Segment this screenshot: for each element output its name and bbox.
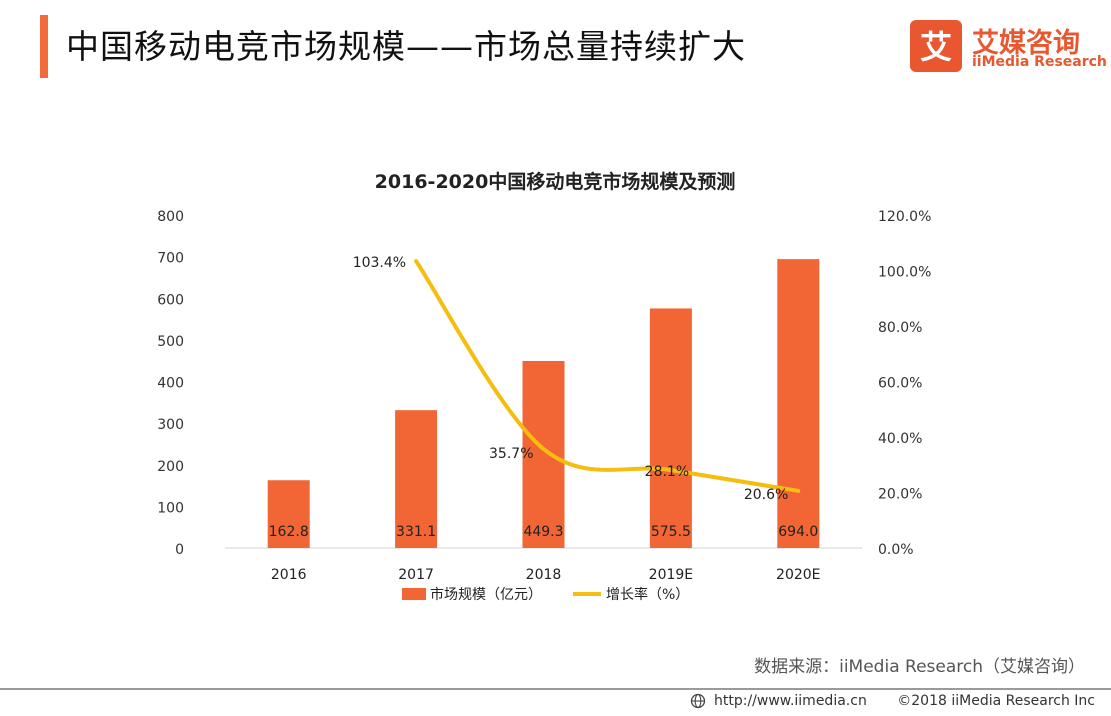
bar	[522, 360, 565, 548]
x-tick-label: 2017	[398, 567, 434, 583]
y-left-tick-label: 500	[157, 334, 184, 350]
y-right-tick-label: 60.0%	[878, 376, 922, 392]
bar	[267, 480, 310, 548]
page-title: 中国移动电竞市场规模——市场总量持续扩大	[66, 27, 746, 66]
bar-value-label: 331.1	[396, 524, 436, 540]
x-tick-label: 2018	[526, 567, 562, 583]
bar-value-label: 449.3	[523, 524, 563, 540]
y-left-tick-label: 0	[175, 542, 184, 558]
y-right-tick-label: 40.0%	[878, 431, 922, 447]
y-axis-left: 0 100 200 300 400 500 600 700 800	[157, 209, 184, 558]
title-accent-bar	[40, 15, 48, 78]
growth-rate-label: 103.4%	[353, 255, 406, 271]
growth-rate-line	[414, 259, 801, 493]
chart-title: 2016-2020中国移动电竞市场规模及预测	[375, 170, 736, 193]
footer: http://www.iimedia.cn ©2018 iiMedia Rese…	[690, 693, 1095, 709]
legend-label-line: 增长率（%）	[606, 586, 689, 603]
bar	[395, 410, 438, 548]
legend-label-bar: 市场规模（亿元）	[430, 586, 542, 603]
legend-swatch-bar	[402, 588, 426, 600]
y-right-tick-label: 120.0%	[878, 209, 931, 225]
x-axis-labels: 2016 2017 2018 2019E 2020E	[271, 567, 821, 583]
y-left-tick-label: 300	[157, 417, 184, 433]
bar	[649, 308, 692, 548]
y-left-tick-label: 200	[157, 459, 184, 475]
bar	[777, 259, 820, 548]
brand-logo-block: 艾 艾媒咨询 iiMedia Research	[910, 20, 1107, 72]
y-right-tick-label: 20.0%	[878, 487, 922, 503]
bar-value-label: 694.0	[778, 524, 818, 540]
growth-rate-labels: 103.4% 35.7% 28.1% 20.6%	[353, 255, 789, 503]
y-left-tick-label: 700	[157, 251, 184, 267]
y-right-tick-label: 80.0%	[878, 320, 922, 336]
bar-value-labels: 162.8 331.1 449.3 575.5 694.0	[269, 524, 819, 540]
x-tick-label: 2020E	[776, 567, 820, 583]
y-left-tick-label: 100	[157, 500, 184, 516]
y-right-tick-label: 100.0%	[878, 265, 931, 281]
bar-value-label: 575.5	[651, 524, 691, 540]
bar-series	[267, 259, 820, 548]
footer-url[interactable]: http://www.iimedia.cn	[714, 693, 867, 709]
x-tick-label: 2016	[271, 567, 307, 583]
growth-rate-label: 20.6%	[744, 487, 788, 503]
y-left-tick-label: 400	[157, 376, 184, 392]
globe-icon	[690, 693, 706, 709]
footer-copyright: ©2018 iiMedia Research Inc	[897, 693, 1095, 709]
brand-logo-glyph: 艾	[920, 28, 952, 66]
growth-rate-label: 28.1%	[645, 464, 689, 480]
legend: 市场规模（亿元） 增长率（%）	[402, 586, 689, 603]
brand-subtitle: iiMedia Research	[972, 54, 1107, 70]
bar-value-label: 162.8	[269, 524, 309, 540]
y-left-tick-label: 800	[157, 209, 184, 225]
x-tick-label: 2019E	[649, 567, 693, 583]
y-left-tick-label: 600	[157, 292, 184, 308]
brand-logo-icon: 艾	[910, 20, 962, 72]
brand-name: 艾媒咨询	[972, 28, 1080, 59]
y-right-tick-label: 0.0%	[878, 542, 914, 558]
source-note: 数据来源：iiMedia Research（艾媒咨询）	[754, 657, 1085, 677]
y-axis-right: 0.0% 20.0% 40.0% 60.0% 80.0% 100.0% 120.0%	[878, 209, 931, 558]
footer-divider	[0, 688, 1111, 690]
growth-rate-label: 35.7%	[489, 446, 533, 462]
